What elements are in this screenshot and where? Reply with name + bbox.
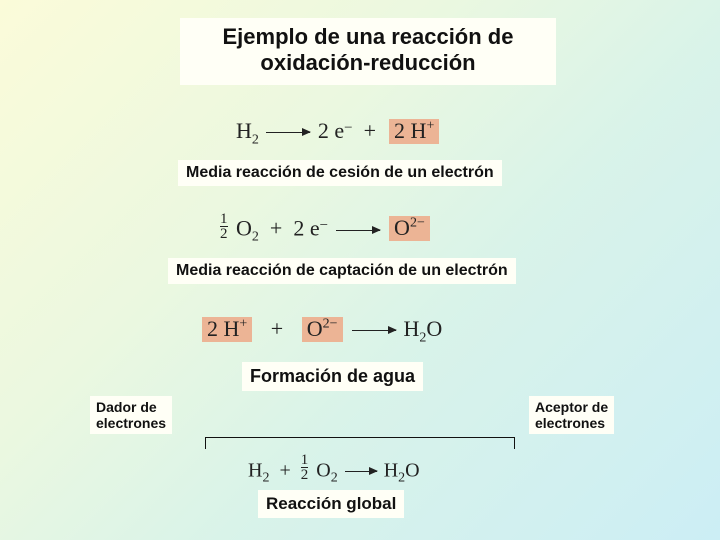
equation-reduction: 12 O2 + 2 e− O2− [220,212,432,242]
eq2-o2-sub: 2 [252,230,259,245]
title-line-2: oxidación-reducción [188,50,548,76]
equation-oxidation: H2 2 e− + 2 H+ [236,118,441,144]
title-line-1: Ejemplo de una reacción de [188,24,548,50]
eq2-minus: − [320,217,328,233]
label-dador: Dador de electrones [90,396,172,434]
eq2-box-o2minus: O2− [389,216,430,241]
eq2-plus: + [270,215,282,240]
eq1-h: H [236,118,252,143]
eq3-box-2h-plus: 2 H+ [202,317,252,342]
eq2-o: O [236,215,252,240]
label-aceptor: Aceptor de electrones [529,396,614,434]
eq2-2e: 2 e [293,215,319,240]
slide: Ejemplo de una reacción de oxidación-red… [0,0,720,540]
eq4-plus: + [279,459,290,481]
arrow-icon [266,132,310,133]
connector-vright [514,437,515,449]
connector-vleft [205,437,206,449]
eq1-plus: + [364,118,376,143]
eq2-half: 12 [220,212,231,242]
eq1-2e: 2 e [318,118,344,143]
eq3-box-o2minus: O2− [302,317,343,342]
equation-global: H2 + 12 O2 H2O [248,453,420,483]
arrow-icon [352,330,396,331]
connector-hbar [205,437,515,438]
eq4-half: 12 [301,453,312,483]
title-box: Ejemplo de una reacción de oxidación-red… [180,18,556,85]
eq3-h2o-h: H [404,316,420,341]
connector-bracket [205,437,515,449]
eq1-h2-sub: 2 [252,132,259,147]
label-formacion: Formación de agua [242,362,423,391]
eq1-minus: − [344,120,352,136]
arrow-icon [345,471,377,472]
label-global: Reacción global [258,490,404,518]
eq3-plus: + [271,316,283,341]
label-captacion: Media reacción de captación de un electr… [168,258,516,284]
eq1-box-2h-plus: 2 H+ [389,119,439,144]
arrow-icon [336,230,380,231]
label-cesion: Media reacción de cesión de un electrón [178,160,502,186]
equation-water: 2 H+ + O2− H2O [200,316,442,342]
eq4-h: H [248,459,262,481]
